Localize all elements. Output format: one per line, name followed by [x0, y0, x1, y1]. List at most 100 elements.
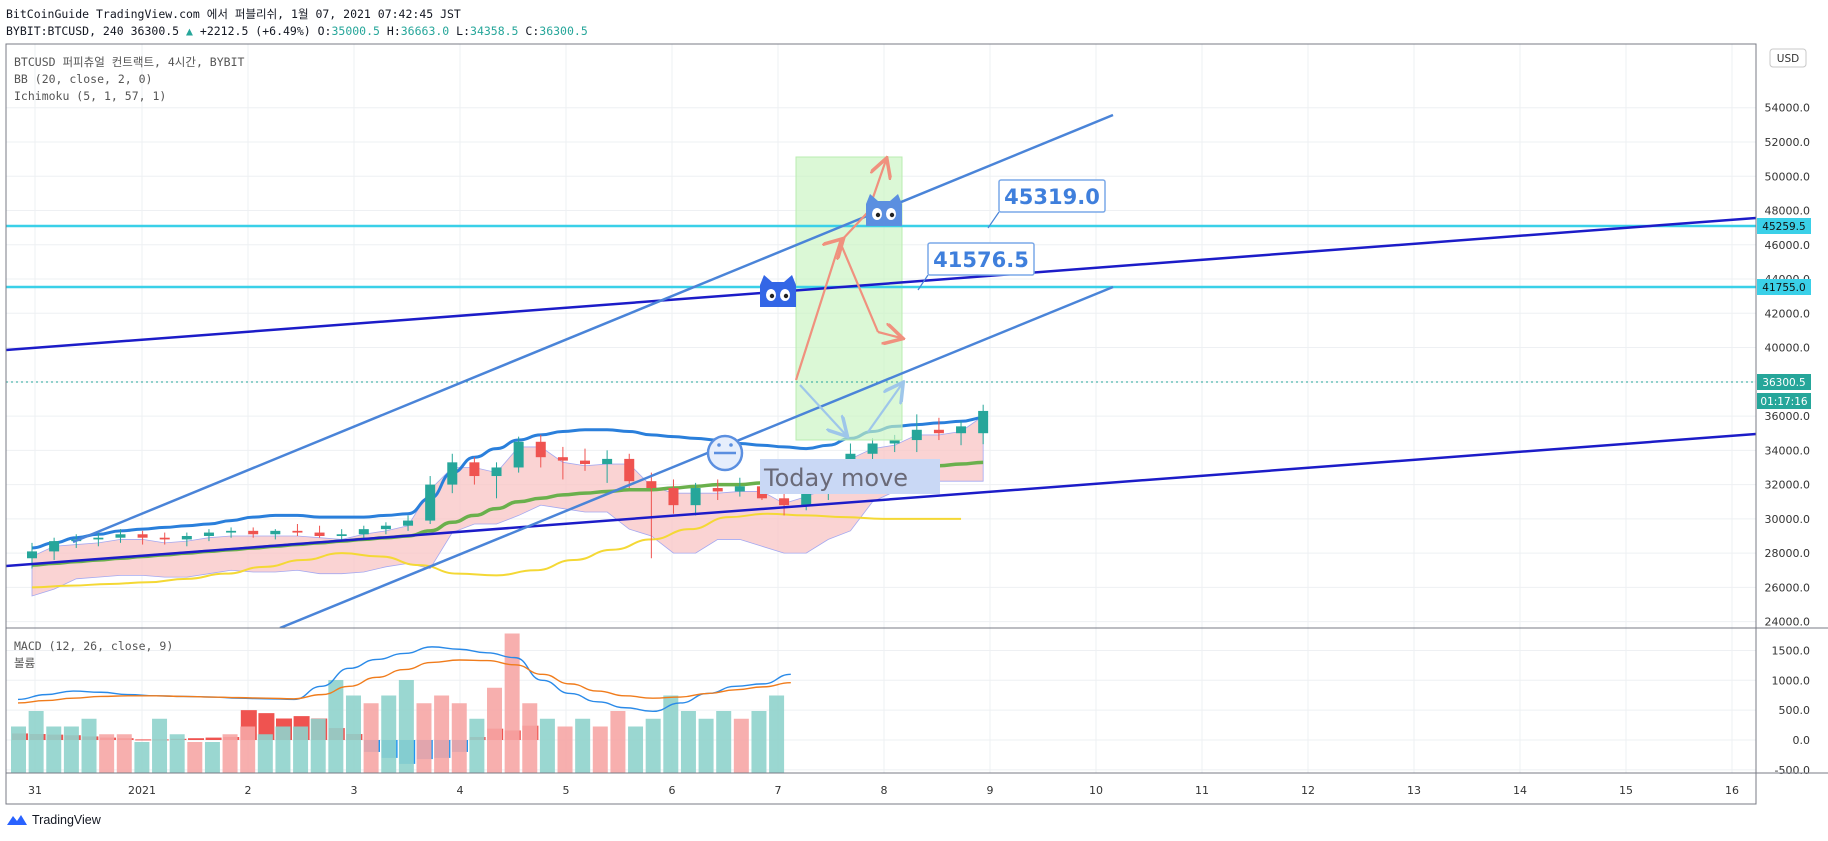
- macd-pane[interactable]: [11, 633, 791, 774]
- volume-bar: [539, 718, 555, 773]
- volume-bar: [522, 703, 538, 773]
- candle-body: [889, 440, 900, 444]
- bollinger-upper-line: [31, 416, 984, 550]
- last-price-tag: 36300.5: [1762, 377, 1805, 389]
- volume-bar: [240, 726, 256, 773]
- today-move-label: Today move: [763, 464, 908, 492]
- candle-body: [978, 410, 989, 434]
- annotations: 45259.5 41755.0 36300.5 01:17:16 45319.0 4157…: [706, 179, 1811, 494]
- volume-bar: [733, 718, 749, 773]
- time-tick-label: 8: [881, 784, 888, 797]
- candle-body: [801, 491, 812, 506]
- volume-bar: [63, 726, 79, 773]
- volume-bar: [134, 742, 150, 773]
- volume-bar: [416, 703, 432, 773]
- macd-histogram-bar: [205, 737, 222, 740]
- candle-body: [181, 535, 192, 540]
- open-label: O:: [317, 24, 332, 38]
- volume-bar: [751, 711, 767, 773]
- volume-bar: [504, 633, 520, 773]
- candle-body: [557, 457, 568, 461]
- volume-bar: [46, 726, 62, 773]
- candle-body: [248, 530, 259, 535]
- time-tick-label: 7: [775, 784, 782, 797]
- price-tick-label: 50000.0: [1765, 170, 1811, 183]
- macd-tick-label: 0.0: [1793, 734, 1811, 747]
- signal-line: [17, 659, 791, 704]
- projection-arrow-down: [877, 332, 901, 338]
- callout-45319: 45319.0: [1004, 185, 1100, 209]
- volume-bar: [363, 703, 379, 773]
- volume-bar: [222, 734, 238, 773]
- time-tick-label: 15: [1619, 784, 1633, 797]
- channel-lower-line: [279, 285, 1114, 628]
- footer-brand[interactable]: TradingView: [6, 813, 101, 827]
- ichimoku-lagging-line: [31, 512, 962, 589]
- change-value: +2212.5 (+6.49%): [199, 24, 311, 38]
- level-tag-high-bg: [1757, 218, 1811, 234]
- callout-41576: 41576.5: [933, 248, 1029, 272]
- price-tick-label: 40000.0: [1765, 342, 1811, 355]
- volume-bar: [769, 695, 785, 773]
- candle-body: [779, 498, 790, 506]
- volume-bar: [487, 687, 503, 773]
- volume-bar: [275, 726, 291, 773]
- close-label: C:: [525, 24, 540, 38]
- candle-body: [203, 532, 214, 536]
- candle-body: [580, 460, 590, 465]
- price-tick-label: 34000.0: [1765, 444, 1811, 457]
- volume-bar: [187, 742, 203, 773]
- price-pane[interactable]: [6, 113, 1756, 628]
- time-tick-label: 5: [563, 784, 570, 797]
- price-tick-label: 30000.0: [1765, 513, 1811, 526]
- price-tick-label: 54000.0: [1765, 102, 1811, 115]
- time-tick-label: 9: [987, 784, 994, 797]
- price-tick-label: 52000.0: [1765, 136, 1811, 149]
- volume-bar: [381, 695, 397, 773]
- time-tick-label: 31: [28, 784, 42, 797]
- candle-body: [491, 467, 502, 477]
- time-tick-label: 16: [1725, 784, 1739, 797]
- candle-body: [425, 484, 436, 521]
- currency-label: USD: [1777, 53, 1799, 65]
- candle-body: [314, 532, 325, 536]
- callout-41576-leader: [917, 274, 929, 291]
- candle-body: [270, 530, 281, 535]
- volume-bar: [28, 711, 44, 773]
- volume-bar: [680, 711, 696, 773]
- time-tick-label: 2021: [128, 784, 156, 797]
- projection-arrow-rebound: [867, 384, 902, 433]
- candle-body: [867, 443, 878, 454]
- last-price-tag-bg: [1757, 374, 1811, 390]
- volume-bar: [99, 734, 115, 773]
- candle-body: [535, 441, 546, 458]
- countdown-tag-bg: [1757, 393, 1811, 409]
- candle-body: [734, 486, 745, 492]
- price-tick-label: 24000.0: [1765, 616, 1811, 629]
- volume-bar: [557, 726, 573, 773]
- candle-body: [668, 488, 679, 506]
- cat-icon: [760, 275, 796, 307]
- volume-bar: [698, 718, 714, 773]
- time-tick-label: 10: [1089, 784, 1103, 797]
- symbol-info: BYBIT:BTCUSD, 240 36300.5: [6, 24, 180, 38]
- candle-body: [447, 462, 458, 485]
- price-tick-label: 36000.0: [1765, 410, 1811, 423]
- projection-arrow-low: [799, 384, 846, 435]
- open-value: 35000.5: [331, 24, 380, 38]
- high-label: H:: [386, 24, 401, 38]
- callout-45319-leader: [987, 211, 1000, 229]
- volume-bar: [81, 718, 97, 773]
- price-tick-label: 46000.0: [1765, 239, 1811, 252]
- volume-bar: [257, 734, 273, 773]
- price-tick-label: 26000.0: [1765, 581, 1811, 594]
- volume-bar: [716, 711, 732, 773]
- candle-body: [115, 534, 126, 538]
- currency-badge[interactable]: [1769, 48, 1807, 68]
- candle-body: [93, 537, 104, 540]
- neutral-face-eye: [729, 443, 733, 447]
- legend-volume: 볼륨: [14, 656, 35, 670]
- volume-bar: [451, 703, 467, 773]
- candle-body: [137, 534, 148, 538]
